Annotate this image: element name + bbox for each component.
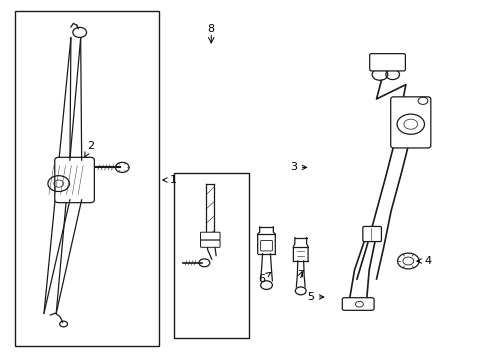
FancyBboxPatch shape — [342, 298, 373, 310]
Text: 6: 6 — [258, 273, 270, 284]
Text: 5: 5 — [306, 292, 323, 302]
FancyBboxPatch shape — [362, 226, 381, 242]
Text: 2: 2 — [85, 141, 94, 157]
FancyBboxPatch shape — [55, 157, 94, 203]
FancyBboxPatch shape — [390, 97, 430, 148]
Bar — [173, 173, 249, 338]
FancyBboxPatch shape — [200, 240, 220, 247]
Text: 7: 7 — [297, 270, 304, 280]
FancyBboxPatch shape — [369, 54, 405, 71]
Text: 3: 3 — [289, 162, 306, 172]
Text: 4: 4 — [416, 256, 430, 266]
Bar — [15, 11, 159, 346]
Text: 8: 8 — [207, 24, 214, 34]
FancyBboxPatch shape — [200, 232, 220, 240]
Text: 1: 1 — [163, 175, 177, 185]
FancyBboxPatch shape — [260, 240, 272, 251]
